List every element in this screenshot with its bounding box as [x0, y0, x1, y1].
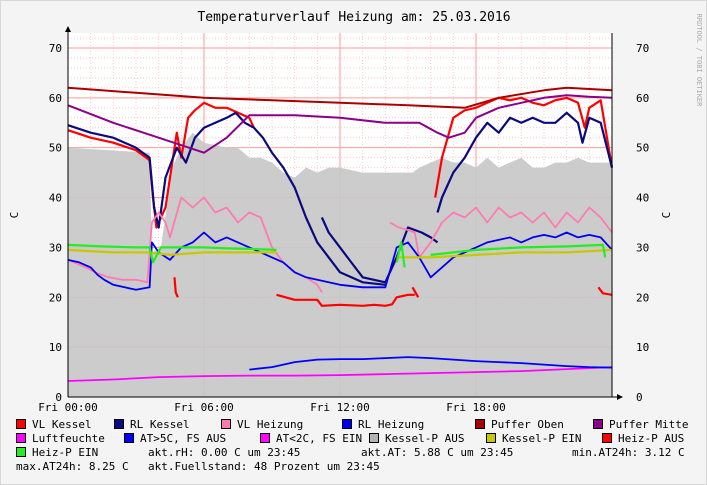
series-line-vl-heizung — [389, 206, 613, 259]
legend-swatch — [486, 433, 496, 443]
legend-swatch — [16, 433, 26, 443]
y-tick-label-right: 10 — [636, 341, 649, 354]
series-line-heiz-p-ein — [430, 243, 607, 258]
legend-swatch — [16, 419, 26, 429]
stat-min-at: min.AT24h: 3.12 C — [572, 446, 685, 459]
series-line-puffer-mitte — [67, 94, 613, 154]
legend-label: Heiz-P AUS — [618, 432, 685, 445]
series-line-heiz-p-ein — [395, 241, 406, 268]
legend-item-vl-kessel: VL Kessel — [16, 418, 92, 432]
series-line-at-5c-fs-aus — [249, 356, 613, 371]
y-tick-label: 40 — [49, 192, 62, 205]
series-line-rl-heizung — [67, 231, 613, 291]
legend-item-kessel-p-aus: Kessel-P AUS — [369, 432, 464, 446]
x-tick-label: Fri 00:00 — [38, 401, 98, 414]
series-line-rl-kessel — [67, 111, 386, 286]
x-tick-label: Fri 12:00 — [310, 401, 370, 414]
y-tick-label-right: 50 — [636, 142, 649, 155]
legend-swatch — [475, 419, 485, 429]
y-tick-label: 10 — [49, 341, 62, 354]
legend-label: Kessel-P AUS — [385, 432, 465, 445]
stat-akt-rh: akt.rH: 0.00 C um 23:45 — [148, 446, 301, 459]
y-tick-label: 60 — [49, 92, 62, 105]
stat-fuellstand: akt.Fuellstand: 48 Prozent um 23:45 — [148, 460, 380, 473]
legend-swatch — [124, 433, 134, 443]
legend-label: VL Kessel — [32, 418, 92, 431]
y-tick-label-right: 70 — [636, 42, 649, 55]
x-tick-label: Fri 06:00 — [174, 401, 234, 414]
y-tick-label: 30 — [49, 241, 62, 254]
axes — [65, 26, 623, 400]
legend-label: Luftfeuchte — [32, 432, 105, 445]
tick-labels: 0 0 10 10 20 20 30 30 40 40 50 50 60 60 70 70 Fri 00:00 F… — [38, 42, 649, 414]
series-lines — [67, 86, 614, 382]
y-tick-label-right: 40 — [636, 192, 649, 205]
legend-label: AT>5C, FS AUS — [140, 432, 227, 445]
series-line-vl-kessel — [411, 286, 420, 298]
y-tick-label: 0 — [55, 391, 62, 404]
series-line-vl-kessel — [434, 96, 614, 198]
y-axis-label-left: C — [8, 212, 21, 219]
legend-item-puffer-mitte: Puffer Mitte — [593, 418, 688, 432]
legend-swatch — [602, 433, 612, 443]
legend-swatch — [593, 419, 603, 429]
legend-item-at-lt-2c: AT<2C, FS EIN — [260, 432, 362, 446]
series-line-vl-kessel — [597, 286, 613, 296]
series-line-kessel-p-ein — [67, 248, 277, 256]
legend-item-vl-heizung: VL Heizung — [221, 418, 303, 432]
stat-akt-at: akt.AT: 5.88 C um 23:45 — [361, 446, 514, 459]
legend-label: Puffer Oben — [491, 418, 564, 431]
series-line-luftfeuchte — [67, 366, 613, 382]
legend-label: RL Kessel — [130, 418, 190, 431]
stat-max-at: max.AT24h: 8.25 C — [16, 460, 129, 473]
series-line-vl-kessel — [276, 293, 415, 307]
area-kessel-p-aus — [68, 132, 612, 397]
y-tick-label: 50 — [49, 142, 62, 155]
series-line-rl-kessel — [436, 111, 614, 213]
legend-item-heiz-p-aus: Heiz-P AUS — [602, 432, 684, 446]
series-line-heiz-p-ein — [67, 243, 277, 264]
y-axis-label-right: C — [660, 212, 673, 219]
y-tick-label-right: 30 — [636, 241, 649, 254]
legend-item-heiz-p-ein: Heiz-P EIN — [16, 446, 98, 460]
series-line-rl-kessel — [320, 217, 439, 284]
legend-label: AT<2C, FS EIN — [276, 432, 363, 445]
legend-label: RL Heizung — [358, 418, 425, 431]
kessel-p-aus-area — [68, 132, 612, 397]
legend-swatch — [16, 447, 26, 457]
legend-item-kessel-p-ein: Kessel-P EIN — [486, 432, 581, 446]
legend-item-at-gt-5c: AT>5C, FS AUS — [124, 432, 226, 446]
legend-label: Puffer Mitte — [609, 418, 689, 431]
series-line-kessel-p-ein — [396, 248, 613, 259]
legend-swatch — [221, 419, 231, 429]
y-axis-arrow-icon — [65, 26, 71, 32]
legend-swatch — [369, 433, 379, 443]
series-line-puffer-oben — [67, 86, 613, 109]
legend-item-rl-kessel: RL Kessel — [114, 418, 190, 432]
legend-swatch — [260, 433, 270, 443]
y-tick-label: 20 — [49, 291, 62, 304]
legend-item-luftfeuchte: Luftfeuchte — [16, 432, 105, 446]
x-tick-label: Fri 18:00 — [446, 401, 506, 414]
y-tick-label: 70 — [49, 42, 62, 55]
y-tick-label-right: 0 — [636, 391, 643, 404]
x-axis-arrow-icon — [617, 394, 623, 400]
y-tick-label-right: 60 — [636, 92, 649, 105]
series-line-vl-kessel — [173, 277, 179, 298]
legend-swatch — [342, 419, 352, 429]
chart-title: Temperaturverlauf Heizung am: 25.03.2016 — [197, 10, 510, 25]
rrdtool-watermark: RRDTOOL / TOBI OETIKER — [695, 14, 703, 108]
legend-label: Kessel-P EIN — [502, 432, 582, 445]
y-tick-label-right: 20 — [636, 291, 649, 304]
legend-label: VL Heizung — [237, 418, 304, 431]
legend-item-puffer-oben: Puffer Oben — [475, 418, 564, 432]
legend-item-rl-heizung: RL Heizung — [342, 418, 424, 432]
legend-swatch — [114, 419, 124, 429]
legend-label: Heiz-P EIN — [32, 446, 99, 459]
